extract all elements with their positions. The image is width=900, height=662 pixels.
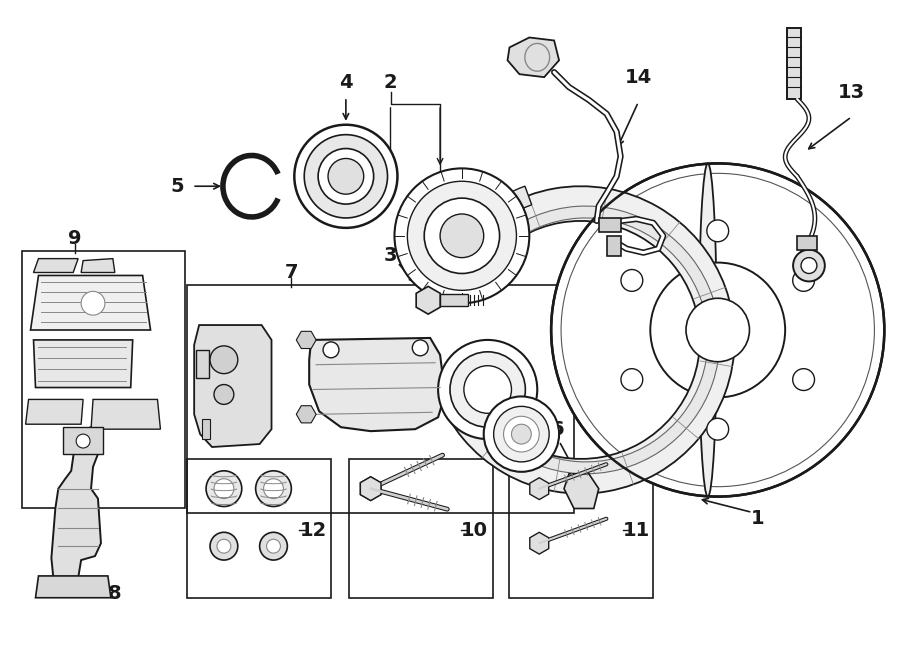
Bar bbox=[788, 28, 801, 99]
Polygon shape bbox=[194, 325, 272, 447]
Circle shape bbox=[651, 263, 785, 397]
Polygon shape bbox=[360, 477, 381, 500]
Polygon shape bbox=[35, 576, 111, 598]
Text: 14: 14 bbox=[625, 68, 652, 87]
Circle shape bbox=[793, 369, 814, 391]
Circle shape bbox=[483, 397, 559, 472]
Circle shape bbox=[621, 269, 643, 291]
Circle shape bbox=[621, 369, 643, 391]
Polygon shape bbox=[530, 478, 549, 500]
Circle shape bbox=[256, 471, 292, 506]
Circle shape bbox=[503, 416, 539, 452]
Text: 11: 11 bbox=[623, 521, 650, 540]
Circle shape bbox=[464, 365, 511, 413]
Wedge shape bbox=[470, 206, 720, 474]
Text: 5: 5 bbox=[170, 177, 184, 196]
Polygon shape bbox=[202, 419, 210, 439]
Polygon shape bbox=[508, 38, 559, 77]
Bar bbox=[598, 218, 621, 232]
Circle shape bbox=[266, 540, 281, 553]
Bar bbox=[187, 459, 331, 598]
Circle shape bbox=[206, 471, 242, 506]
Polygon shape bbox=[33, 340, 132, 387]
Circle shape bbox=[424, 198, 500, 273]
Circle shape bbox=[394, 168, 529, 303]
Bar bbox=[349, 459, 492, 598]
Circle shape bbox=[511, 424, 531, 444]
Polygon shape bbox=[81, 259, 115, 273]
Polygon shape bbox=[25, 399, 83, 424]
Bar bbox=[187, 285, 574, 514]
Circle shape bbox=[412, 340, 428, 355]
Text: 10: 10 bbox=[462, 521, 489, 540]
Circle shape bbox=[561, 173, 875, 487]
Circle shape bbox=[304, 134, 388, 218]
Polygon shape bbox=[63, 427, 103, 454]
Text: 9: 9 bbox=[68, 229, 82, 248]
Circle shape bbox=[210, 532, 238, 560]
Circle shape bbox=[793, 250, 824, 281]
Polygon shape bbox=[360, 477, 381, 500]
Polygon shape bbox=[310, 338, 445, 431]
Polygon shape bbox=[296, 406, 316, 423]
Circle shape bbox=[214, 385, 234, 404]
Circle shape bbox=[259, 532, 287, 560]
Circle shape bbox=[686, 299, 750, 361]
Text: 3: 3 bbox=[383, 246, 397, 265]
Circle shape bbox=[706, 418, 729, 440]
Text: 12: 12 bbox=[300, 521, 327, 540]
Bar bbox=[440, 295, 468, 307]
Circle shape bbox=[210, 346, 238, 373]
Text: 6: 6 bbox=[550, 420, 564, 439]
Circle shape bbox=[328, 158, 364, 194]
Circle shape bbox=[801, 258, 817, 273]
Text: 4: 4 bbox=[339, 73, 353, 91]
Circle shape bbox=[264, 479, 284, 498]
Circle shape bbox=[408, 181, 517, 291]
Bar bbox=[509, 459, 653, 598]
Circle shape bbox=[438, 340, 537, 439]
Circle shape bbox=[493, 406, 549, 462]
Circle shape bbox=[217, 540, 231, 553]
Polygon shape bbox=[91, 399, 160, 429]
Circle shape bbox=[81, 291, 105, 315]
Text: 1: 1 bbox=[751, 509, 764, 528]
Circle shape bbox=[214, 479, 234, 498]
Bar bbox=[797, 236, 817, 250]
Wedge shape bbox=[436, 186, 734, 494]
Circle shape bbox=[793, 269, 814, 291]
Text: 7: 7 bbox=[284, 263, 298, 282]
Polygon shape bbox=[530, 532, 549, 554]
Text: 8: 8 bbox=[108, 585, 122, 603]
Circle shape bbox=[294, 124, 398, 228]
Wedge shape bbox=[447, 186, 532, 258]
Circle shape bbox=[551, 164, 885, 496]
Text: 13: 13 bbox=[838, 83, 865, 101]
Polygon shape bbox=[564, 474, 598, 508]
Polygon shape bbox=[31, 275, 150, 330]
Text: 2: 2 bbox=[383, 73, 397, 91]
Polygon shape bbox=[296, 332, 316, 348]
Bar bbox=[607, 236, 621, 256]
Polygon shape bbox=[196, 350, 209, 377]
Bar bbox=[22, 251, 185, 508]
Circle shape bbox=[76, 434, 90, 448]
Ellipse shape bbox=[699, 164, 716, 496]
Circle shape bbox=[440, 214, 483, 258]
Circle shape bbox=[706, 220, 729, 242]
Circle shape bbox=[318, 148, 374, 204]
Polygon shape bbox=[416, 287, 440, 314]
Polygon shape bbox=[51, 427, 103, 578]
Circle shape bbox=[450, 352, 526, 427]
Polygon shape bbox=[33, 259, 78, 273]
Circle shape bbox=[323, 342, 339, 357]
